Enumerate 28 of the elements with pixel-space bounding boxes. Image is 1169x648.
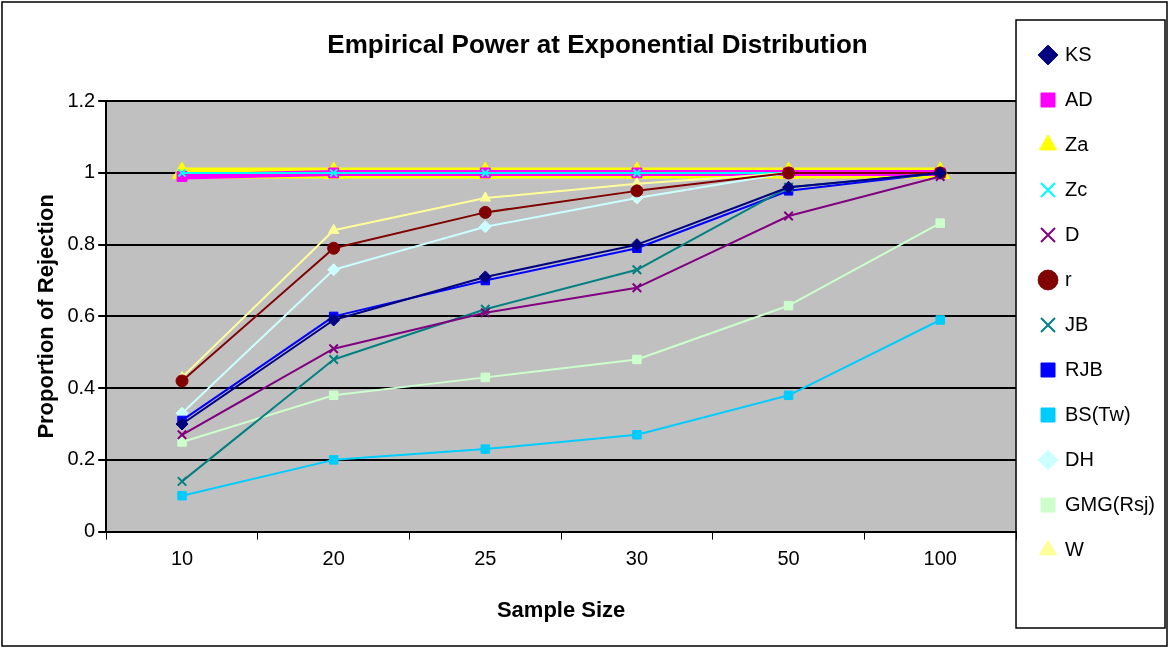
legend-label: AD bbox=[1065, 87, 1093, 110]
legend-label: r bbox=[1065, 267, 1073, 290]
legend-label: GMG(Rsj) bbox=[1065, 492, 1155, 515]
legend-label: KS bbox=[1065, 42, 1092, 65]
y-tick-label: 1 bbox=[84, 160, 96, 183]
y-tick-label: 0.8 bbox=[67, 232, 96, 255]
legend-label: Zc bbox=[1065, 177, 1088, 200]
y-tick-label: 0 bbox=[84, 519, 96, 542]
legend-label: BS(Tw) bbox=[1065, 402, 1131, 425]
x-tick-label: 25 bbox=[474, 547, 497, 570]
x-tick-label: 100 bbox=[923, 547, 957, 570]
legend-label: W bbox=[1065, 537, 1085, 560]
y-axis-title: Proportion of Rejection bbox=[33, 194, 59, 439]
x-tick-label: 20 bbox=[322, 547, 345, 570]
x-tick-label: 50 bbox=[777, 547, 800, 570]
y-tick-label: 1.2 bbox=[67, 88, 96, 111]
y-tick-label: 0.4 bbox=[67, 375, 96, 398]
x-axis-title: Sample Size bbox=[496, 596, 626, 622]
legend-label: Za bbox=[1065, 132, 1090, 155]
y-tick-label: 0.2 bbox=[67, 447, 96, 470]
legend-label: JB bbox=[1065, 312, 1089, 335]
x-tick-label: 10 bbox=[170, 547, 194, 570]
legend-label: D bbox=[1065, 222, 1080, 245]
x-tick-label: 30 bbox=[625, 547, 649, 570]
chart-title: Empirical Power at Exponential Distribution bbox=[327, 28, 868, 59]
y-tick-label: 0.6 bbox=[67, 303, 96, 326]
legend-label: RJB bbox=[1065, 357, 1103, 380]
legend-label: DH bbox=[1065, 447, 1094, 470]
